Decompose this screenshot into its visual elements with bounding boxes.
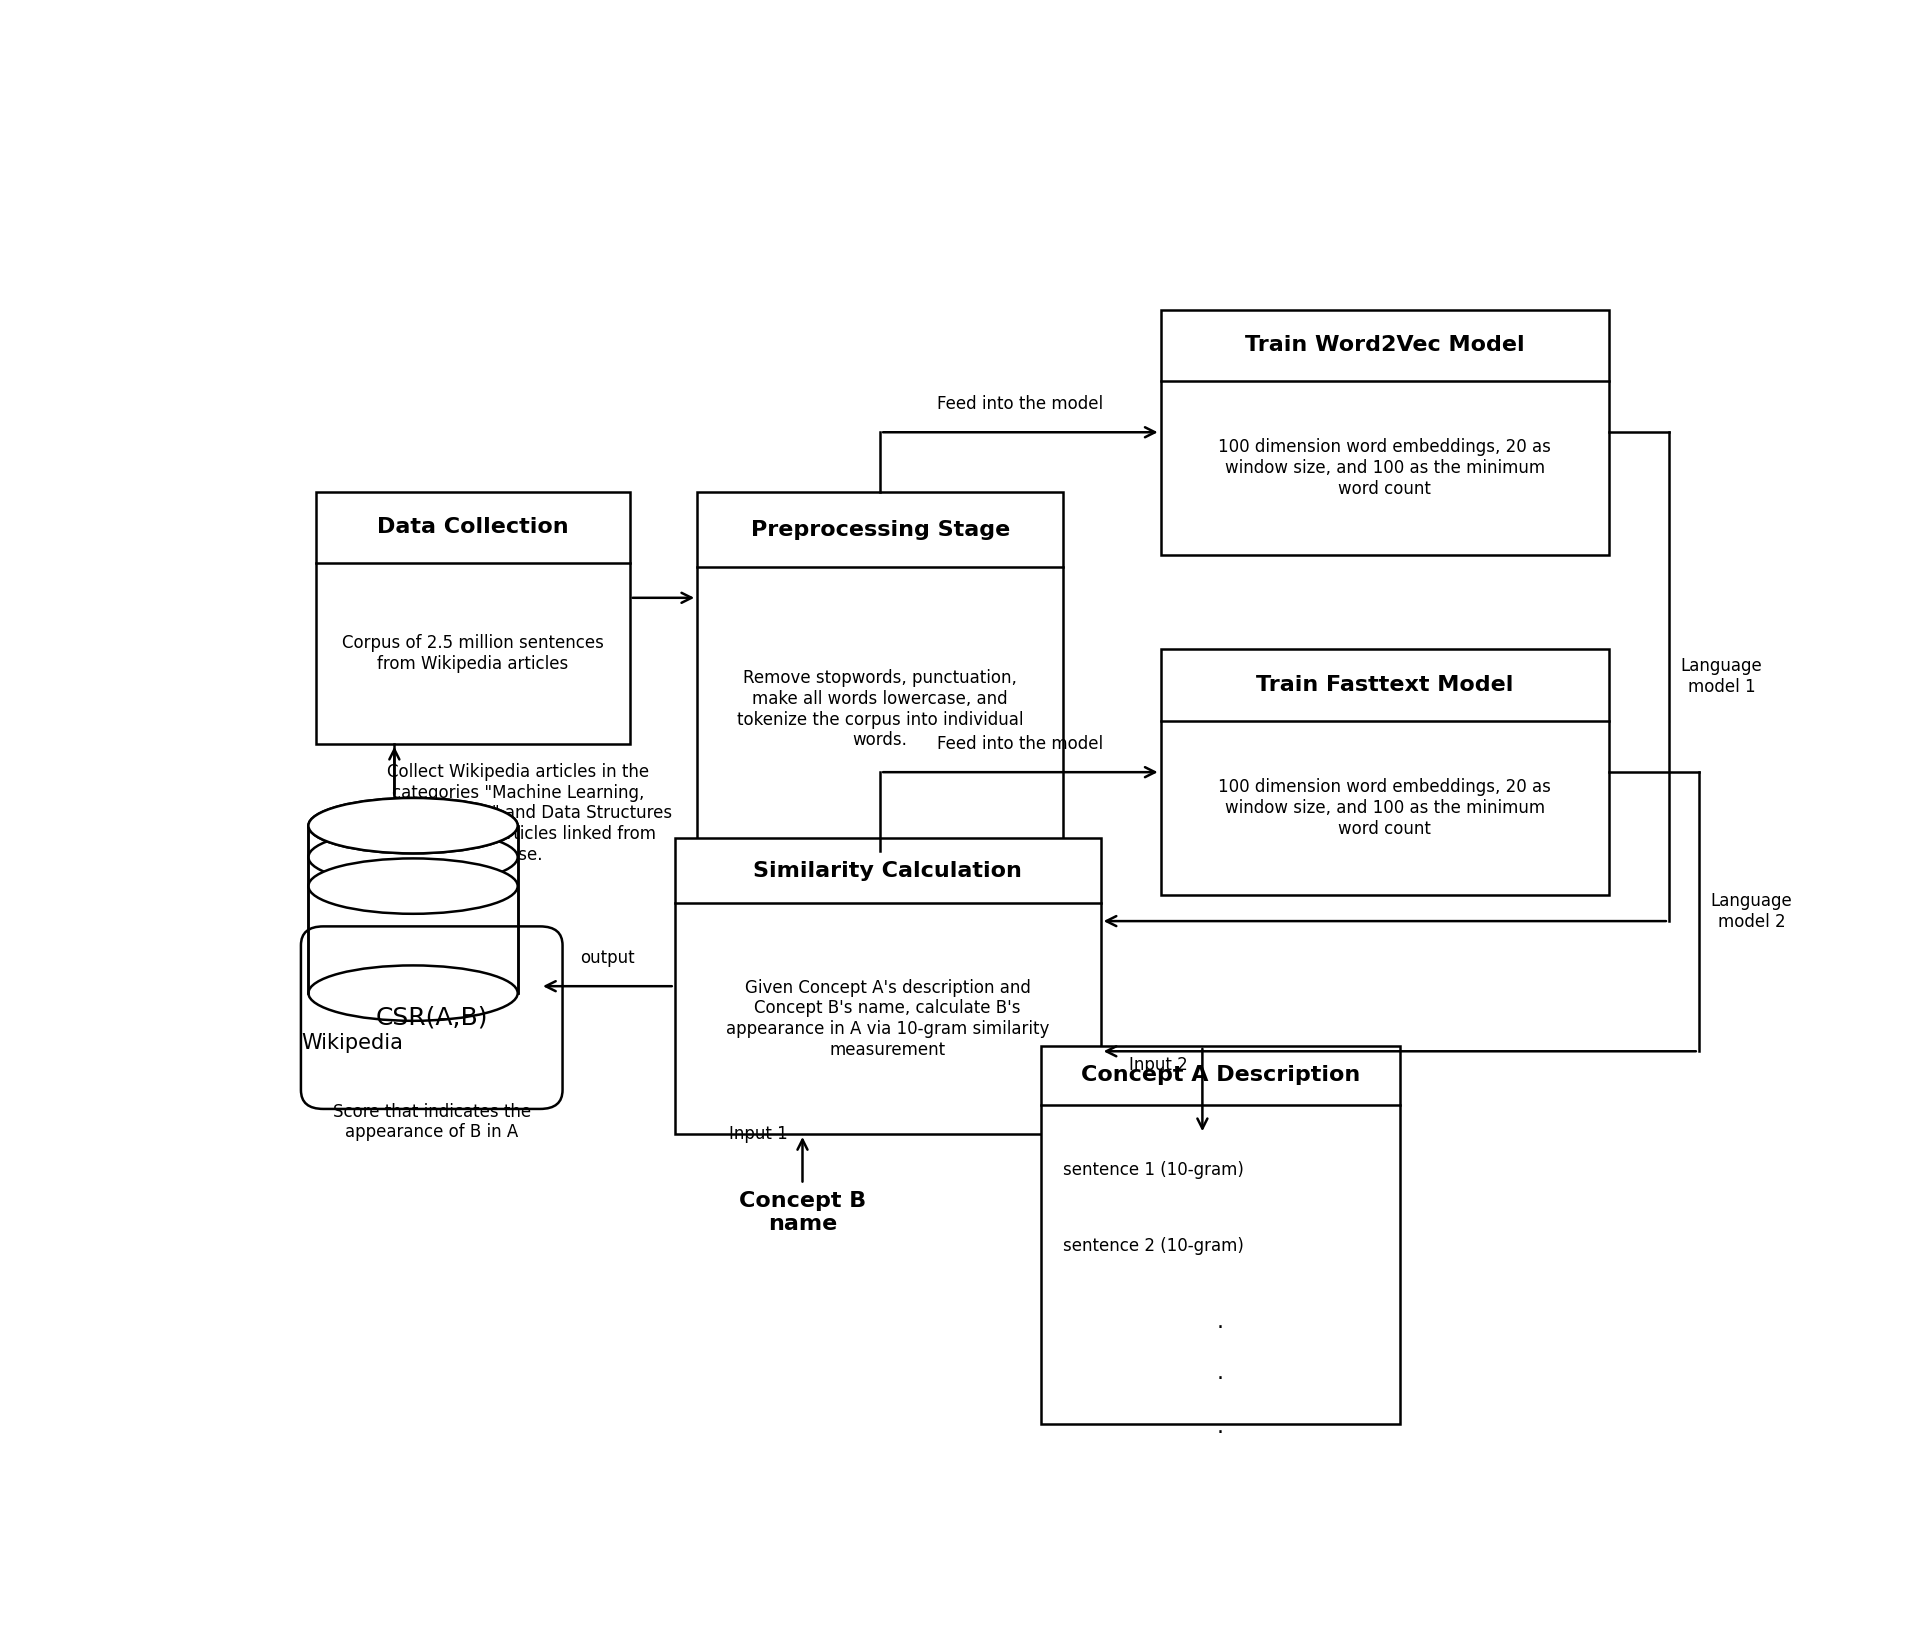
Ellipse shape	[309, 798, 517, 853]
Text: CSR(A,B): CSR(A,B)	[376, 1006, 488, 1030]
Bar	[696, 492, 1063, 850]
Text: Feed into the model: Feed into the model	[937, 736, 1103, 754]
Text: Preprocessing Stage: Preprocessing Stage	[750, 520, 1011, 540]
Ellipse shape	[309, 858, 517, 914]
Text: .: .	[1217, 1362, 1223, 1383]
Text: .: .	[1217, 1418, 1223, 1437]
Text: Corpus of 2.5 million sentences
from Wikipedia articles: Corpus of 2.5 million sentences from Wik…	[341, 634, 604, 672]
Text: Train Word2Vec Model: Train Word2Vec Model	[1244, 335, 1524, 355]
Text: Train Fasttext Model: Train Fasttext Model	[1256, 675, 1514, 695]
Text: Wikipedia: Wikipedia	[301, 1033, 403, 1053]
Text: 100 dimension word embeddings, 20 as
window size, and 100 as the minimum
word co: 100 dimension word embeddings, 20 as win…	[1219, 438, 1551, 497]
Text: Input 1: Input 1	[729, 1125, 787, 1143]
Bar	[1161, 309, 1609, 554]
Bar	[1161, 649, 1609, 894]
Text: Remove stopwords, punctuation,
make all words lowercase, and
tokenize the corpus: Remove stopwords, punctuation, make all …	[737, 669, 1024, 749]
Text: Data Collection: Data Collection	[376, 517, 569, 538]
Bar	[316, 492, 631, 744]
Text: .: .	[1217, 1313, 1223, 1333]
Text: sentence 2 (10-gram): sentence 2 (10-gram)	[1063, 1236, 1244, 1254]
Ellipse shape	[309, 965, 517, 1020]
Text: Score that indicates the
appearance of B in A: Score that indicates the appearance of B…	[332, 1102, 530, 1141]
Text: Language
model 1: Language model 1	[1680, 657, 1763, 697]
Text: Given Concept A's description and
Concept B's name, calculate B's
appearance in : Given Concept A's description and Concep…	[725, 978, 1049, 1059]
Text: 100 dimension word embeddings, 20 as
window size, and 100 as the minimum
word co: 100 dimension word embeddings, 20 as win…	[1219, 778, 1551, 837]
Text: output: output	[581, 950, 635, 968]
Text: Input 2: Input 2	[1128, 1056, 1188, 1074]
Ellipse shape	[309, 798, 517, 853]
Text: Concept A Description: Concept A Description	[1080, 1066, 1360, 1086]
Text: sentence 1 (10-gram): sentence 1 (10-gram)	[1063, 1161, 1244, 1179]
Bar	[675, 839, 1101, 1135]
Text: Language
model 2: Language model 2	[1711, 893, 1792, 930]
Ellipse shape	[309, 829, 517, 885]
Bar	[1042, 1046, 1400, 1424]
Text: Similarity Calculation: Similarity Calculation	[752, 860, 1022, 881]
Text: Concept B
name: Concept B name	[739, 1190, 866, 1234]
Text: Feed into the model: Feed into the model	[937, 396, 1103, 414]
Text: Collect Wikipedia articles in the
categories "Machine Learning,
"Linear Algebra": Collect Wikipedia articles in the catego…	[363, 762, 673, 863]
FancyBboxPatch shape	[301, 927, 563, 1109]
